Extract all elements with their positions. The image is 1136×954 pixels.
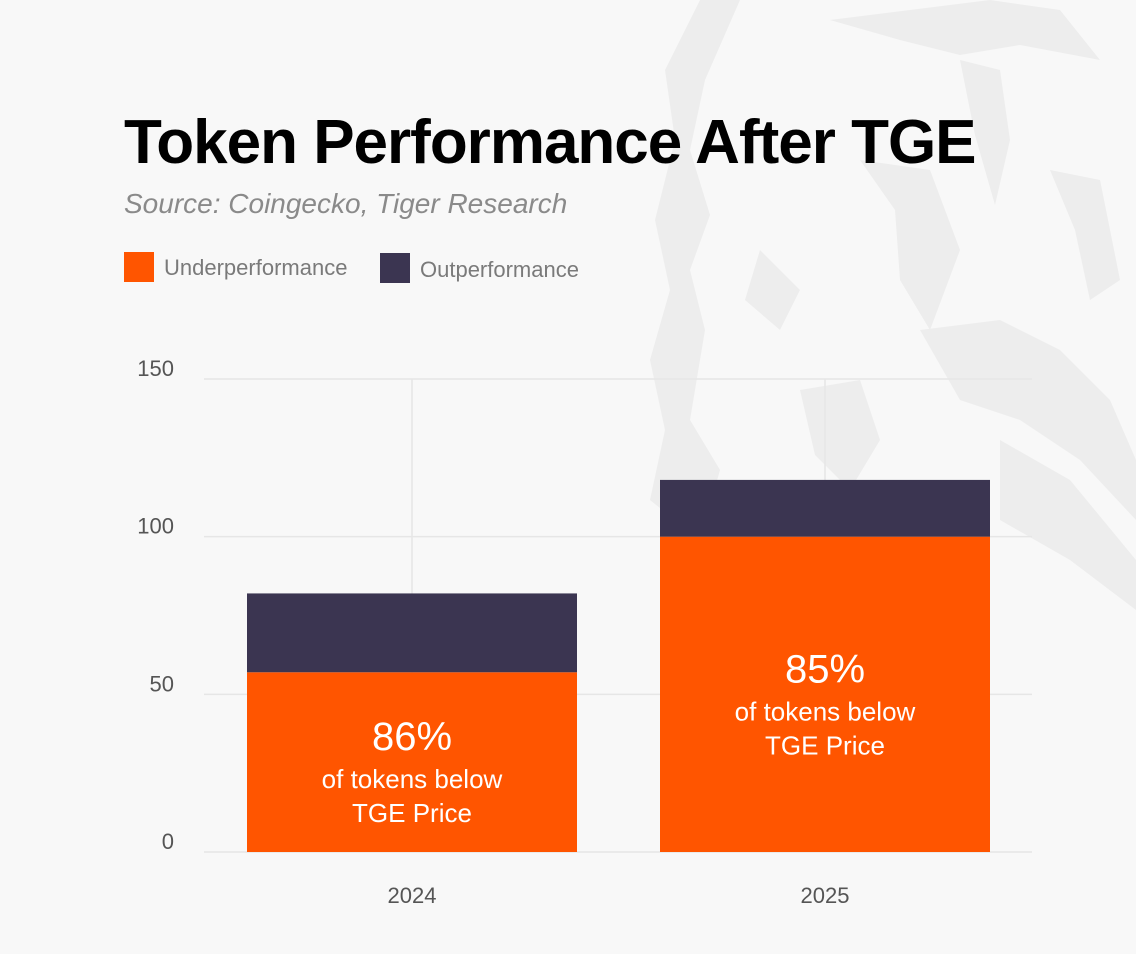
legend-label-outperformance: Outperformance <box>420 257 579 282</box>
y-tick-label-0: 0 <box>162 829 174 854</box>
bar-outperformance-2025 <box>660 479 990 537</box>
annotation-line1-2025: of tokens below <box>735 696 916 726</box>
bar-underperformance-2025 <box>660 536 990 852</box>
bar-underperformance-2024 <box>247 672 577 852</box>
legend-swatch-underperformance <box>124 252 154 282</box>
watermark-logo <box>650 0 1136 610</box>
plot-area: 0 50 100 150 2024 86% of tokens below TGE Price… <box>137 356 1032 908</box>
annotation-percent-2025: 85% <box>785 647 865 691</box>
chart-title: Token Performance After TGE <box>124 108 976 177</box>
y-tick-label-100: 100 <box>137 514 174 539</box>
legend: Underperformance Outperformance <box>124 252 579 283</box>
x-tick-label-2024: 2024 <box>388 883 437 908</box>
y-tick-label-50: 50 <box>150 671 174 696</box>
legend-label-underperformance: Underperformance <box>164 255 347 280</box>
annotation-line2-2024: TGE Price <box>352 798 472 828</box>
annotation-line1-2024: of tokens below <box>322 764 503 794</box>
bar-outperformance-2024 <box>247 593 577 673</box>
chart-subtitle: Source: Coingecko, Tiger Research <box>124 188 567 219</box>
legend-swatch-outperformance <box>380 253 410 283</box>
x-tick-label-2025: 2025 <box>801 883 850 908</box>
annotation-line2-2025: TGE Price <box>765 730 885 760</box>
annotation-percent-2024: 86% <box>372 715 452 759</box>
y-tick-label-150: 150 <box>137 356 174 381</box>
